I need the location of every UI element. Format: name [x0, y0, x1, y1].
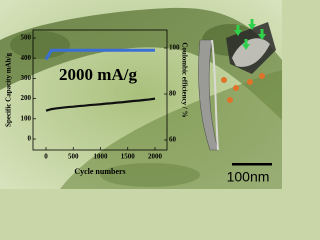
- graphical-abstract: 0 500 1000 1500 200001002003004005006080100 …: [0, 0, 282, 189]
- y-tick-label: 200: [21, 94, 32, 102]
- y-tick-label: 300: [21, 74, 32, 82]
- annotation: 2000 mA/g: [59, 65, 137, 84]
- x-tick-label: 1000: [94, 153, 109, 161]
- plot-frame: [32, 29, 168, 151]
- y2-axis-label: Coulombic efficiency / %: [180, 42, 188, 117]
- y-tick-label: 0: [28, 135, 32, 143]
- scale-bar: [232, 163, 272, 166]
- y2-tick-label: 100: [169, 44, 180, 52]
- series-line: [45, 97, 156, 112]
- tem-background: [0, 0, 282, 189]
- schematic: [198, 19, 276, 151]
- series-line: [44, 48, 155, 61]
- y2-tick-label: 80: [169, 90, 177, 98]
- y-axis-label: Specific Capacity mAh/g: [5, 53, 13, 127]
- x-tick-label: 500: [68, 153, 79, 161]
- x-axis-label: Cycle numbers: [74, 167, 125, 176]
- x-tick-label: 2000: [148, 153, 163, 161]
- y-tick-label: 400: [21, 54, 32, 62]
- x-tick-label: 0: [44, 153, 48, 161]
- plot: 0 500 1000 1500 2000 0 100 200 300 400 500 60 80 100: [21, 34, 181, 161]
- scale-bar-label: 100nm: [227, 169, 270, 185]
- y2-tick-label: 60: [169, 136, 177, 144]
- x-tick-label: 1500: [121, 153, 136, 161]
- y-tick-label: 500: [21, 34, 32, 42]
- y-tick-label: 100: [21, 114, 32, 122]
